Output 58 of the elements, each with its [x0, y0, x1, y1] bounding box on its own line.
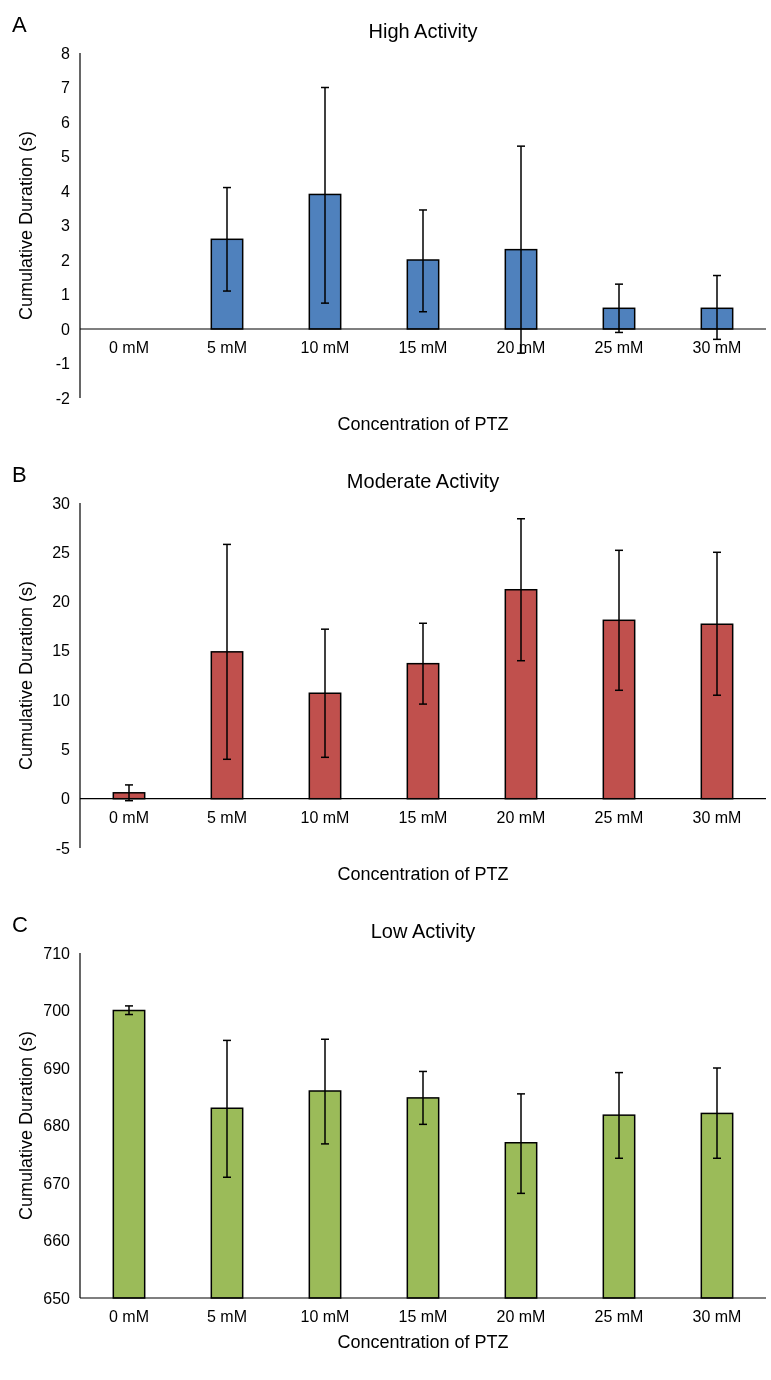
- x-tick-label: 30 mM: [692, 1308, 742, 1325]
- text: A: [12, 12, 27, 37]
- y-tick-label: 700: [43, 1002, 71, 1020]
- x-tick-label: 30 mM: [692, 339, 742, 356]
- x-tick-label: 20 mM: [496, 808, 546, 826]
- text: C: [12, 912, 28, 937]
- x-tick-label: 0 mM: [109, 1308, 149, 1325]
- y-tick-label: -1: [55, 355, 71, 373]
- x-tick-label: 30 mM: [692, 808, 742, 826]
- x-axis-title: Concentration of PTZ: [337, 864, 509, 884]
- y-tick-label: 650: [43, 1289, 71, 1307]
- x-tick-label: 5 mM: [207, 1308, 247, 1325]
- y-tick-label: 710: [43, 944, 71, 962]
- x-axis-title: Concentration of PTZ: [337, 1332, 509, 1352]
- x-tick-label: 25 mM: [594, 339, 644, 356]
- y-tick-label: 1: [61, 286, 71, 304]
- chart-title: Low Activity: [370, 920, 476, 942]
- y-tick-label: 15: [52, 642, 71, 660]
- y-tick-label: 660: [43, 1232, 71, 1250]
- y-tick-label: 670: [43, 1174, 71, 1192]
- y-axis-title: Cumulative Duration (s): [16, 580, 36, 771]
- x-tick-label: 25 mM: [594, 1308, 644, 1325]
- y-tick-label: 4: [61, 182, 71, 200]
- x-tick-label: 5 mM: [207, 808, 247, 826]
- x-tick-label: 20 mM: [496, 1308, 546, 1325]
- x-tick-label: 25 mM: [594, 808, 644, 826]
- y-tick-label: 5: [61, 741, 71, 759]
- y-tick-label: 7: [61, 79, 71, 97]
- x-tick-label: 10 mM: [300, 339, 350, 356]
- x-tick-label: 15 mM: [398, 339, 448, 356]
- y-tick-label: 20: [52, 593, 71, 611]
- x-tick-label: 10 mM: [300, 808, 350, 826]
- x-tick-label: 15 mM: [398, 808, 448, 826]
- x-tick-label: 5 mM: [207, 339, 247, 356]
- y-tick-label: 6: [61, 113, 71, 131]
- x-tick-label: 0 mM: [109, 339, 149, 356]
- y-tick-label: 25: [52, 543, 71, 561]
- chart-title: Moderate Activity: [346, 470, 500, 492]
- chart-title: High Activity: [368, 20, 478, 42]
- x-tick-label: 0 mM: [109, 808, 149, 826]
- y-tick-label: -2: [55, 389, 71, 407]
- y-tick-label: 690: [43, 1059, 71, 1077]
- x-tick-label: 10 mM: [300, 1308, 350, 1325]
- y-axis-title: Cumulative Duration (s): [16, 1030, 36, 1221]
- y-tick-label: 3: [61, 217, 71, 235]
- text: B: [12, 462, 27, 487]
- y-tick-label: 5: [61, 148, 71, 166]
- y-axis-title: Cumulative Duration (s): [16, 130, 36, 321]
- y-tick-label: 30: [52, 494, 71, 512]
- y-tick-label: 2: [61, 251, 71, 269]
- x-axis-title: Concentration of PTZ: [337, 414, 509, 434]
- y-tick-label: 0: [61, 790, 71, 808]
- y-tick-label: 8: [61, 44, 71, 62]
- y-tick-label: -5: [55, 839, 71, 857]
- y-tick-label: 0: [61, 320, 71, 338]
- y-tick-label: 680: [43, 1117, 71, 1135]
- y-tick-label: 10: [52, 691, 71, 709]
- x-tick-label: 15 mM: [398, 1308, 448, 1325]
